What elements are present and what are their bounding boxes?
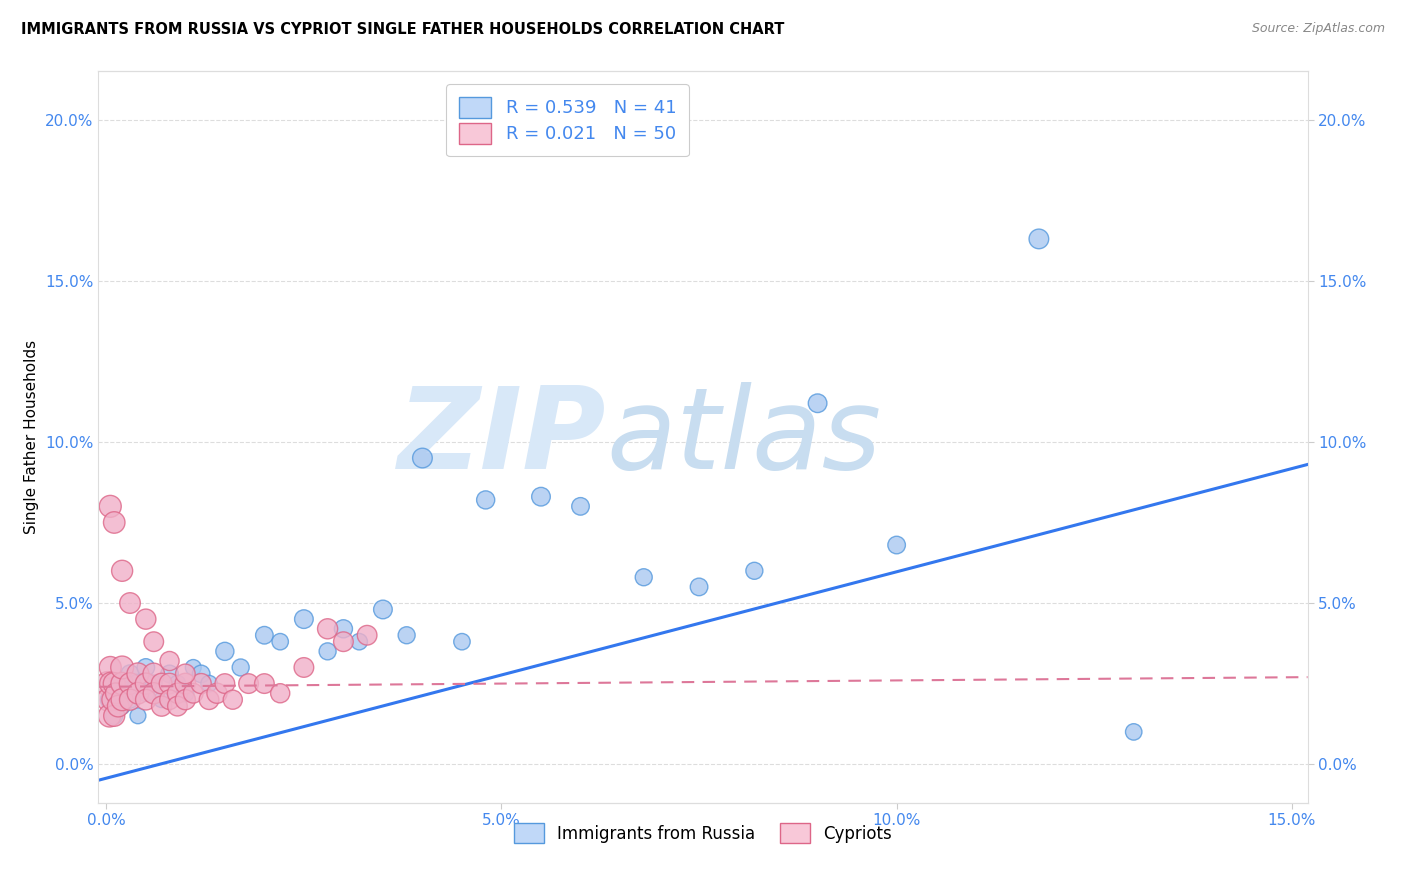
Point: [530, 490, 553, 504]
Point: [104, 686, 127, 700]
Point: [292, 612, 315, 626]
Point: [332, 634, 354, 648]
Point: [103, 708, 125, 723]
Point: [633, 570, 655, 584]
Point: [174, 667, 197, 681]
Point: [1122, 725, 1144, 739]
Point: [474, 492, 496, 507]
Point: [688, 580, 710, 594]
Text: atlas: atlas: [606, 382, 882, 492]
Point: [451, 634, 474, 648]
Point: [118, 692, 141, 706]
Point: [238, 676, 260, 690]
Point: [127, 676, 149, 690]
Point: [159, 692, 181, 706]
Point: [111, 564, 134, 578]
Point: [111, 660, 134, 674]
Point: [316, 622, 339, 636]
Point: [98, 692, 121, 706]
Legend: Immigrants from Russia, Cypriots: Immigrants from Russia, Cypriots: [508, 817, 898, 849]
Point: [316, 644, 339, 658]
Point: [135, 692, 157, 706]
Point: [886, 538, 908, 552]
Point: [181, 686, 204, 700]
Point: [166, 676, 188, 690]
Point: [150, 692, 173, 706]
Point: [166, 686, 188, 700]
Point: [111, 699, 134, 714]
Point: [569, 500, 592, 514]
Point: [229, 660, 252, 674]
Point: [135, 686, 157, 700]
Point: [135, 612, 157, 626]
Point: [190, 676, 212, 690]
Point: [127, 708, 149, 723]
Point: [159, 667, 181, 681]
Point: [356, 628, 378, 642]
Point: [395, 628, 418, 642]
Point: [159, 654, 181, 668]
Point: [198, 692, 221, 706]
Point: [292, 660, 315, 674]
Point: [142, 634, 165, 648]
Point: [807, 396, 830, 410]
Y-axis label: Single Father Households: Single Father Households: [24, 340, 39, 534]
Point: [142, 686, 165, 700]
Point: [142, 676, 165, 690]
Point: [98, 660, 121, 674]
Point: [103, 516, 125, 530]
Point: [190, 667, 212, 681]
Point: [127, 667, 149, 681]
Point: [135, 660, 157, 674]
Point: [159, 676, 181, 690]
Point: [142, 667, 165, 681]
Point: [744, 564, 766, 578]
Point: [98, 708, 121, 723]
Point: [103, 708, 125, 723]
Point: [269, 686, 291, 700]
Point: [107, 699, 129, 714]
Point: [205, 686, 228, 700]
Point: [371, 602, 394, 616]
Point: [222, 692, 245, 706]
Point: [332, 622, 354, 636]
Point: [97, 676, 120, 690]
Point: [166, 699, 188, 714]
Point: [98, 500, 121, 514]
Point: [214, 676, 236, 690]
Point: [118, 596, 141, 610]
Point: [181, 660, 204, 674]
Point: [100, 676, 122, 690]
Point: [411, 450, 433, 465]
Point: [347, 634, 370, 648]
Point: [101, 692, 124, 706]
Point: [174, 676, 197, 690]
Point: [198, 676, 221, 690]
Point: [111, 692, 134, 706]
Point: [97, 692, 120, 706]
Point: [150, 699, 173, 714]
Point: [118, 676, 141, 690]
Text: IMMIGRANTS FROM RUSSIA VS CYPRIOT SINGLE FATHER HOUSEHOLDS CORRELATION CHART: IMMIGRANTS FROM RUSSIA VS CYPRIOT SINGLE…: [21, 22, 785, 37]
Point: [118, 667, 141, 681]
Point: [103, 676, 125, 690]
Point: [107, 676, 129, 690]
Point: [253, 676, 276, 690]
Point: [111, 686, 134, 700]
Point: [1028, 232, 1050, 246]
Point: [174, 692, 197, 706]
Text: ZIP: ZIP: [398, 382, 606, 492]
Point: [111, 676, 134, 690]
Point: [269, 634, 291, 648]
Point: [253, 628, 276, 642]
Point: [135, 676, 157, 690]
Point: [174, 686, 197, 700]
Text: Source: ZipAtlas.com: Source: ZipAtlas.com: [1251, 22, 1385, 36]
Point: [150, 676, 173, 690]
Point: [214, 644, 236, 658]
Point: [118, 692, 141, 706]
Point: [127, 686, 149, 700]
